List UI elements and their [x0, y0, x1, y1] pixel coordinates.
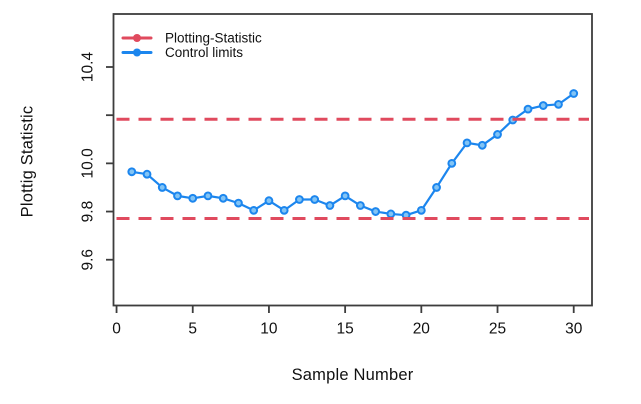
x-tick-label: 20 — [413, 321, 431, 338]
y-axis-title: Plottig Statistic — [18, 105, 37, 218]
data-point-3 — [157, 183, 167, 192]
x-tick-label: 30 — [565, 321, 583, 338]
data-point-2 — [142, 169, 152, 179]
data-point-16 — [355, 201, 365, 210]
data-point-4 — [173, 191, 182, 201]
legend-marker-icon — [133, 34, 141, 42]
data-point-6 — [203, 191, 213, 201]
legend-label: Plotting-Statistic — [165, 31, 262, 46]
data-point-28 — [538, 101, 548, 110]
x-tick-label: 15 — [337, 321, 354, 338]
data-point-30 — [569, 89, 579, 98]
data-point-14 — [325, 201, 335, 210]
data-point-13 — [310, 195, 320, 204]
plot-box — [112, 13, 593, 307]
data-point-12 — [295, 195, 304, 204]
legend-label: Control limits — [165, 45, 243, 60]
data-point-24 — [477, 140, 487, 150]
data-point-23 — [462, 138, 472, 148]
series-line — [130, 92, 575, 217]
data-point-29 — [554, 99, 563, 109]
x-axis-title: Sample Number — [291, 366, 414, 384]
legend-marker-icon — [133, 48, 141, 57]
x-tick-label: 0 — [112, 321, 121, 338]
data-point-1 — [127, 167, 137, 177]
y-tick-label: 9.8 — [80, 201, 97, 223]
data-point-17 — [371, 207, 381, 216]
data-point-27 — [523, 104, 533, 114]
data-point-9 — [249, 205, 259, 215]
data-point-10 — [264, 196, 274, 206]
data-point-25 — [493, 130, 502, 139]
x-tick-label: 5 — [188, 321, 197, 338]
data-point-8 — [234, 198, 243, 208]
data-point-18 — [386, 209, 396, 219]
data-point-15 — [340, 191, 350, 201]
data-point-20 — [416, 205, 426, 215]
data-point-22 — [447, 158, 457, 168]
x-tick-label: 10 — [260, 321, 278, 338]
data-point-21 — [432, 183, 441, 192]
y-tick-label: 9.6 — [80, 249, 97, 271]
y-tick-label: 10.0 — [80, 148, 97, 179]
x-tick-label: 25 — [489, 321, 506, 338]
data-point-7 — [218, 193, 228, 203]
y-tick-label: 10.4 — [80, 52, 97, 83]
data-point-5 — [188, 193, 198, 203]
data-point-11 — [279, 205, 289, 215]
